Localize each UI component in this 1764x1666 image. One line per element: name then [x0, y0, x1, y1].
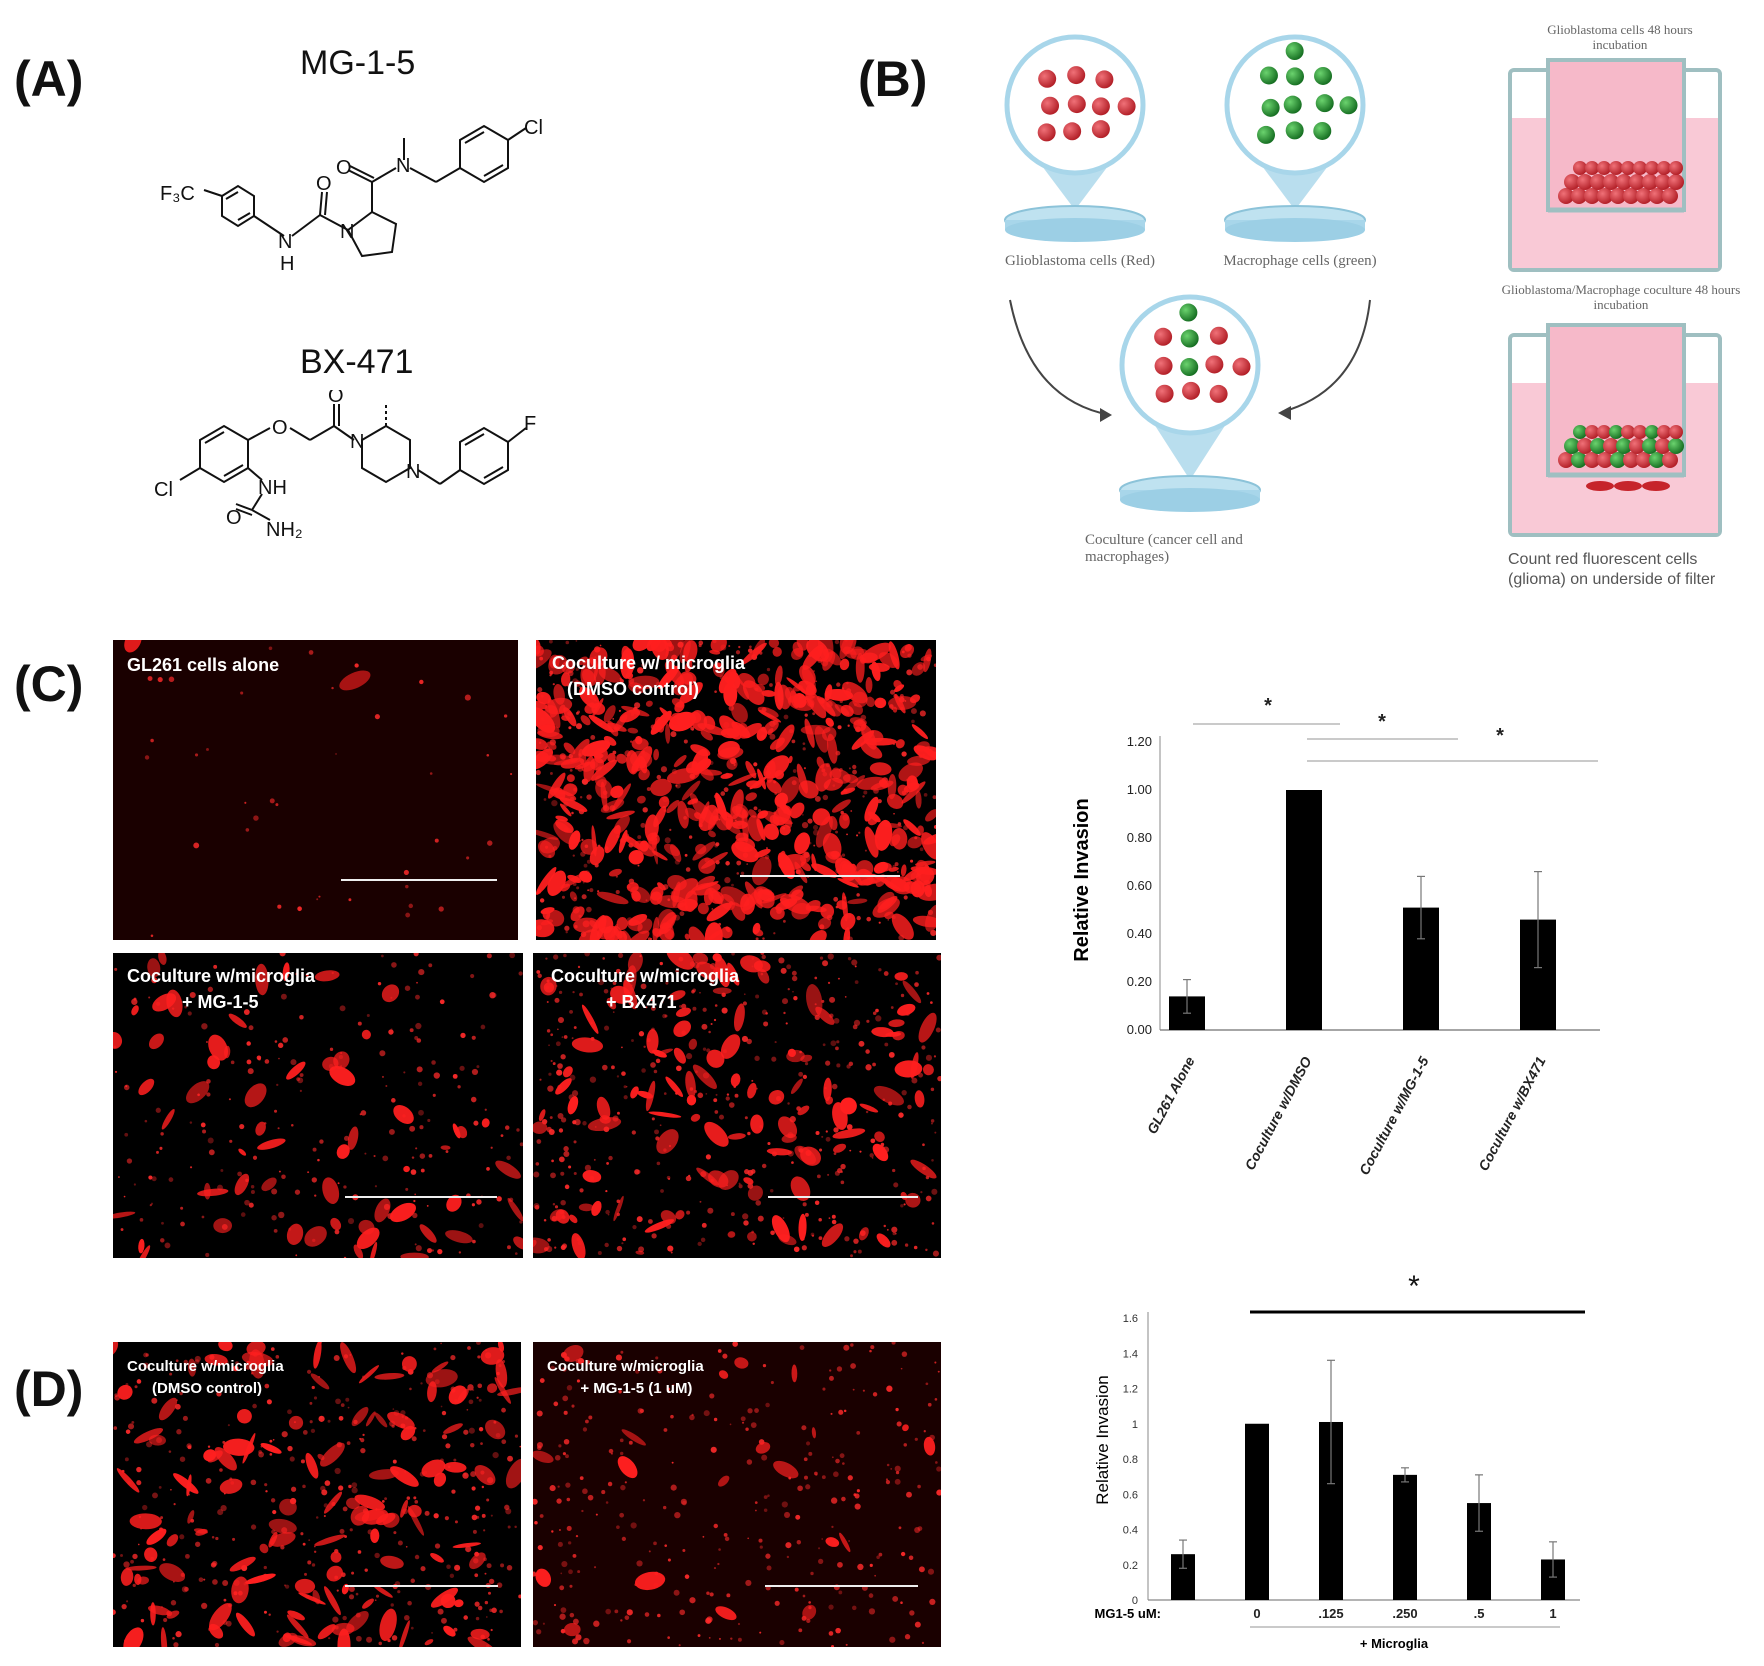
micrograph-label-c4: Coculture w/microglia + BX471 [551, 966, 740, 1012]
chart-c-xtick: Coculture w/BX471 [1475, 1054, 1549, 1174]
panel-label-b: (B) [858, 51, 928, 107]
chart-c-significance-star: * [1378, 711, 1386, 733]
o-label-4: O [328, 390, 344, 407]
micrograph-label-d2: Coculture w/microglia + MG-1-5 (1 uM) [547, 1358, 704, 1397]
chart-d-bar [1393, 1474, 1417, 1600]
panel-label-c: (C) [14, 656, 84, 712]
chart-c-xtick: GL261 Alone [1144, 1054, 1198, 1137]
chart-d-ytick: 1.2 [1123, 1384, 1138, 1396]
glio-dish [1004, 34, 1146, 242]
chart-c-ytick: 0.20 [1127, 974, 1152, 989]
o-label-1: O [316, 173, 332, 195]
micrograph-coculture-bx471: Coculture w/microglia + BX471 [533, 953, 941, 1258]
nh2-label: NH₂ [266, 519, 303, 540]
cf3-label: F₃C [160, 183, 195, 205]
coculture-caption: Coculture (cancer cell and macrophages) [1085, 532, 1243, 565]
chart-d-ytick: 0.2 [1123, 1560, 1138, 1572]
chart-c-xtick: Coculture w/MG-1-5 [1356, 1054, 1432, 1178]
n-label-3: N [350, 431, 364, 453]
chart-c-ytick: 0.00 [1127, 1022, 1152, 1037]
macro-caption: Macrophage cells (green) [1223, 253, 1377, 269]
mixed-cell-cluster [1154, 303, 1251, 403]
chart-d: Relative Invasion MG1-5 uM: + Microglia … [1093, 1270, 1585, 1651]
panel-label-a: (A) [14, 51, 84, 107]
micrograph-d-dmso: Coculture w/microglia (DMSO control) [113, 1342, 521, 1647]
count-caption: Count red fluorescent cells (glioma) on … [1508, 551, 1716, 588]
micrograph-coculture-dmso: Coculture w/ microglia (DMSO control) [536, 640, 936, 940]
chart-c-ytick: 0.80 [1127, 830, 1152, 845]
panel-label-d: (D) [14, 1361, 84, 1417]
arrow-right [1281, 299, 1371, 413]
transwell-top [1508, 58, 1722, 272]
well-top-caption: Glioblastoma cells 48 hours incubation [1547, 22, 1693, 52]
chart-d-ytick: 0.6 [1123, 1489, 1138, 1501]
chart-c-ytick: 1.20 [1127, 734, 1152, 749]
chart-c-xtick: Coculture w/DMSO [1241, 1054, 1314, 1173]
n-label-1: N [340, 221, 354, 243]
red-cell-cluster [1037, 66, 1136, 142]
chart-d-xtick: .5 [1474, 1606, 1485, 1621]
chart-d-xtick: 0 [1253, 1606, 1260, 1621]
o-label-5: O [226, 507, 242, 529]
compound-title-bx471: BX-471 [300, 343, 414, 381]
chart-d-ytick: 1.4 [1123, 1348, 1138, 1360]
micrograph-coculture-mg15: Coculture w/microglia + MG-1-5 [113, 953, 523, 1258]
cl-label-1: Cl [524, 117, 543, 139]
micrograph-label-c2: Coculture w/ microglia (DMSO control) [552, 653, 746, 699]
micrograph-label-c1: GL261 cells alone [127, 655, 280, 675]
chart-c-bar [1286, 790, 1322, 1030]
micrograph-label-d1: Coculture w/microglia (DMSO control) [127, 1358, 284, 1397]
bx471-structure: Cl O O N N F NH O NH₂ [154, 390, 536, 540]
cl-label-2: Cl [154, 479, 173, 501]
well-bottom-caption: Glioblastoma/Macrophage coculture 48 hou… [1501, 282, 1741, 312]
micrograph-d-mg15: Coculture w/microglia + MG-1-5 (1 uM) [533, 1342, 941, 1647]
o-label-2: O [336, 157, 352, 179]
green-cell-cluster [1257, 42, 1358, 144]
chart-d-ytick: 1 [1132, 1419, 1138, 1431]
chart-c-ytick: 0.40 [1127, 926, 1152, 941]
mg15-structure: F₃C N H O N O N Cl [160, 117, 543, 275]
f-label: F [524, 413, 536, 435]
well-red-cells [1558, 161, 1684, 204]
chart-c-ylabel: Relative Invasion [1071, 798, 1093, 961]
chart-d-bar [1245, 1423, 1269, 1600]
chart-d-ytick: 0 [1132, 1595, 1138, 1607]
chart-d-group-label: + Microglia [1360, 1636, 1429, 1651]
chart-c-ytick: 0.60 [1127, 878, 1152, 893]
chart-c-significance-star: * [1264, 695, 1272, 717]
chart-d-ylabel: Relative Invasion [1093, 1375, 1112, 1504]
chart-d-xtick: .125 [1318, 1606, 1343, 1621]
chart-c: Relative Invasion 0.00 0.20 0.40 0.60 0.80 1.… [1071, 695, 1600, 1178]
coculture-dish [1119, 294, 1261, 512]
o-label-3: O [272, 417, 288, 439]
chart-c-significance-star: * [1496, 725, 1504, 747]
micrograph-gl261-alone: GL261 cells alone [113, 640, 518, 940]
chart-d-ytick: 0.8 [1123, 1454, 1138, 1466]
nh-label-2: NH [258, 477, 287, 499]
chart-d-xprefix: MG1-5 uM: [1095, 1606, 1161, 1621]
n-label-4: N [406, 461, 420, 483]
well-mixed-cells [1558, 425, 1684, 468]
compound-title-mg15: MG-1-5 [300, 44, 416, 82]
micrograph-label-c3: Coculture w/microglia + MG-1-5 [127, 966, 316, 1012]
coculture-schematic [1004, 34, 1722, 537]
chart-d-xtick: .250 [1392, 1606, 1417, 1621]
transwell-bottom [1508, 323, 1722, 537]
h-label: H [280, 253, 294, 275]
chart-d-ytick: 1.6 [1123, 1313, 1138, 1325]
chart-c-ytick: 1.00 [1127, 782, 1152, 797]
n-label-2: N [396, 155, 410, 177]
glio-caption: Glioblastoma cells (Red) [1005, 253, 1155, 269]
chart-d-xtick: 1 [1549, 1606, 1556, 1621]
chart-d-ytick: 0.4 [1123, 1525, 1138, 1537]
arrow-left [1009, 299, 1111, 416]
nh-label: N [278, 231, 292, 253]
chart-d-significance-star: * [1408, 1270, 1420, 1303]
macro-dish [1224, 34, 1366, 242]
